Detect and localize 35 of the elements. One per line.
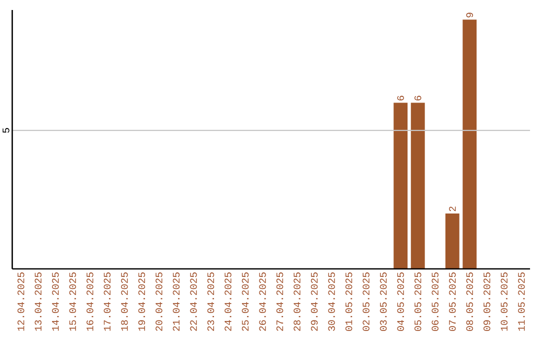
- x-tick-label: 18.04.2025: [121, 272, 128, 332]
- x-tick-label: 27.04.2025: [276, 272, 284, 332]
- x-tick-label: 14.04.2025: [52, 272, 59, 332]
- x-tick-label: 03.05.2025: [380, 272, 387, 332]
- x-tick-label: 29.04.2025: [310, 272, 318, 332]
- x-tick-label: 06.05.2025: [432, 272, 438, 332]
- x-tick-label: 28.04.2025: [294, 272, 300, 332]
- x-tick-label: 12.04.2025: [17, 272, 24, 332]
- x-tick-label: 08.05.2025: [466, 272, 474, 332]
- data-label: 2: [449, 206, 456, 212]
- data-label: 6: [397, 96, 404, 101]
- x-tick-label: 22.04.2025: [190, 272, 197, 332]
- x-tick-label: 21.04.2025: [172, 272, 180, 332]
- y-tick-label: 5: [2, 128, 10, 133]
- x-tick-label: 05.05.2025: [414, 272, 422, 332]
- x-tick-label: 01.05.2025: [345, 272, 352, 332]
- x-tick-label: 24.04.2025: [224, 272, 232, 332]
- x-tick-label: 30.04.2025: [328, 272, 335, 332]
- x-tick-label: 10.05.2025: [500, 272, 508, 332]
- x-tick-label: 07.05.2025: [448, 272, 456, 332]
- x-tick-label: 20.04.2025: [156, 272, 162, 332]
- data-label: 6: [414, 96, 422, 101]
- x-tick-label: 13.04.2025: [34, 272, 42, 332]
- x-tick-label: 15.04.2025: [69, 272, 76, 332]
- x-tick-label: 02.05.2025: [362, 272, 370, 332]
- x-tick-label: 04.05.2025: [397, 272, 404, 332]
- x-tick-label: 11.05.2025: [518, 272, 525, 332]
- x-tick-label: 09.05.2025: [484, 272, 490, 332]
- x-tick-label: 16.04.2025: [86, 272, 94, 332]
- x-tick-label: 25.04.2025: [242, 272, 249, 332]
- x-tick-label: 26.04.2025: [259, 272, 266, 332]
- data-label: 9: [466, 12, 474, 18]
- x-tick-label: 23.04.2025: [207, 272, 214, 332]
- x-tick-label: 17.04.2025: [104, 272, 111, 332]
- x-tick-label: 19.04.2025: [138, 272, 146, 332]
